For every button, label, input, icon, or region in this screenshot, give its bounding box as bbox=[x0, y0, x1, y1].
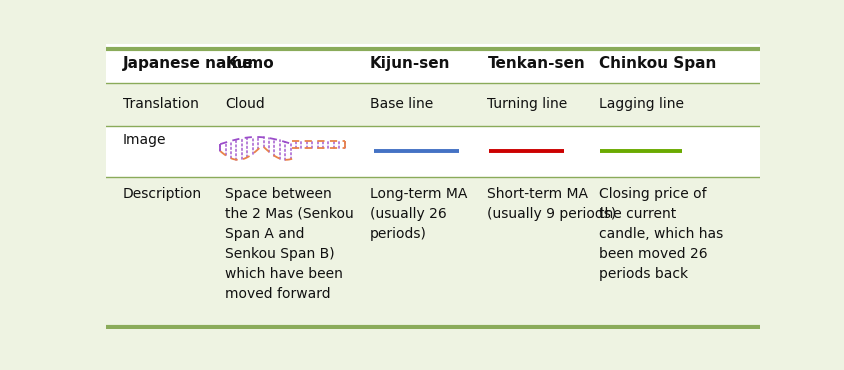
Text: Turning line: Turning line bbox=[487, 97, 567, 111]
Bar bbox=[106, 83, 760, 125]
Text: Cloud: Cloud bbox=[225, 97, 265, 111]
Text: Kijun-sen: Kijun-sen bbox=[369, 56, 450, 71]
Bar bbox=[106, 125, 760, 177]
Bar bbox=[106, 177, 760, 329]
Text: Long-term MA
(usually 26
periods): Long-term MA (usually 26 periods) bbox=[369, 187, 467, 241]
Text: Description: Description bbox=[122, 187, 202, 201]
Text: Image: Image bbox=[122, 133, 166, 147]
Bar bbox=[106, 44, 760, 83]
Text: Chinkou Span: Chinkou Span bbox=[598, 56, 715, 71]
Text: Closing price of
the current
candle, which has
been moved 26
periods back: Closing price of the current candle, whi… bbox=[598, 187, 722, 281]
Text: Japanese name: Japanese name bbox=[122, 56, 253, 71]
Text: Kumo: Kumo bbox=[225, 56, 273, 71]
Text: Short-term MA
(usually 9 periods): Short-term MA (usually 9 periods) bbox=[487, 187, 616, 221]
Text: Translation: Translation bbox=[122, 97, 198, 111]
Text: Base line: Base line bbox=[369, 97, 432, 111]
Text: Space between
the 2 Mas (Senkou
Span A and
Senkou Span B)
which have been
moved : Space between the 2 Mas (Senkou Span A a… bbox=[225, 187, 354, 301]
Text: Lagging line: Lagging line bbox=[598, 97, 683, 111]
Text: Tenkan-sen: Tenkan-sen bbox=[487, 56, 585, 71]
